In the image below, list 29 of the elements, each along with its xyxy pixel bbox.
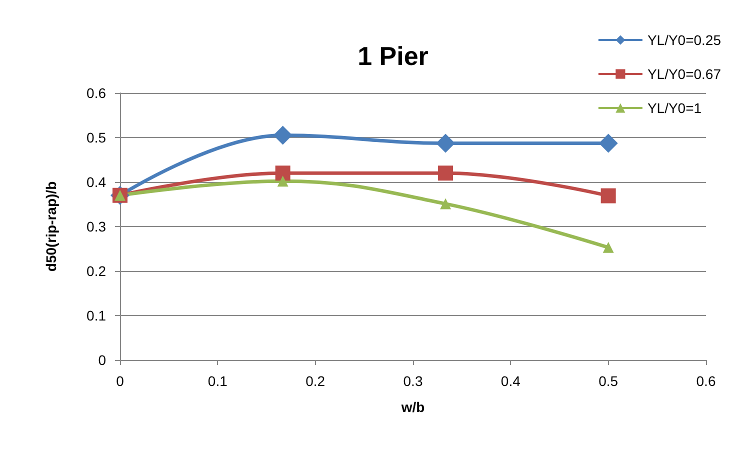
point — [277, 176, 288, 187]
point — [600, 188, 616, 204]
legend-label: YL/Y0=0.67 — [647, 66, 722, 82]
point — [602, 242, 614, 253]
y-tick-label: 0.3 — [86, 218, 106, 234]
y-axis-title: d50(rip-rap)/b — [43, 181, 59, 272]
point — [275, 166, 290, 181]
x-tick-label: 0.2 — [306, 373, 326, 389]
chart-title: 1 Pier — [358, 41, 428, 71]
y-tick-label: 0.2 — [86, 263, 106, 279]
y-tick-label: 0.5 — [86, 130, 106, 146]
point — [273, 126, 292, 145]
x-tick-label: 0.5 — [598, 373, 618, 389]
x-tick-label: 0 — [116, 373, 124, 389]
y-tick-label: 0 — [98, 352, 106, 368]
x-tick-label: 0.3 — [403, 373, 423, 389]
x-axis-title: w/b — [400, 399, 425, 415]
point — [598, 134, 618, 153]
x-tick-label: 0.6 — [696, 373, 716, 389]
y-tick-label: 0.6 — [86, 85, 106, 101]
y-tick-label: 0.4 — [86, 174, 106, 190]
point — [440, 198, 452, 210]
legend-label: YL/Y0=1 — [647, 100, 702, 116]
x-tick-label: 0.1 — [208, 373, 228, 389]
point — [438, 166, 454, 181]
legend-label: YL/Y0=0.25 — [647, 32, 722, 48]
x-tick-label: 0.4 — [500, 373, 521, 389]
point — [436, 134, 456, 153]
y-tick-label: 0.1 — [86, 308, 106, 324]
